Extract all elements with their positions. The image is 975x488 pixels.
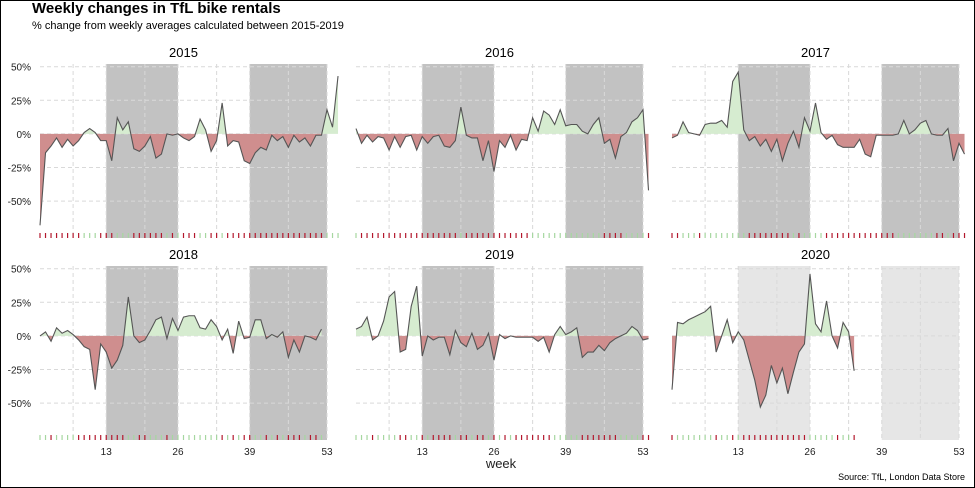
area-negative	[427, 335, 455, 355]
area-positive	[83, 128, 97, 134]
area-positive	[167, 315, 221, 336]
area-positive	[123, 296, 134, 336]
x-tick-label: 53	[637, 447, 649, 458]
area-negative	[822, 133, 899, 157]
area-negative	[283, 335, 305, 358]
area-positive	[700, 72, 746, 134]
area-negative	[206, 133, 218, 152]
y-tick-label: 0%	[17, 130, 32, 141]
facet-label: 2019	[485, 247, 514, 262]
chart-subtitle: % change from weekly averages calculated…	[32, 20, 344, 32]
area-positive	[676, 306, 715, 336]
series-line	[355, 106, 650, 191]
area-positive	[805, 274, 833, 336]
facet-label: 2016	[485, 45, 514, 60]
y-tick-label: -25%	[8, 366, 31, 377]
facet-2017: 2017	[671, 45, 966, 238]
area-positive	[554, 326, 579, 336]
series-line	[39, 296, 322, 390]
area-positive	[378, 291, 399, 336]
area-negative	[226, 133, 322, 164]
y-tick-label: 50%	[11, 265, 31, 276]
area-negative	[578, 335, 621, 358]
y-tick-label: 50%	[11, 63, 31, 74]
shaded-period-1	[106, 64, 178, 238]
area-positive	[624, 109, 645, 134]
x-tick-label: 13	[417, 447, 429, 458]
area-positive	[195, 119, 207, 134]
y-tick-label: -50%	[8, 197, 31, 208]
facet-2015: 2015 50% 25% 0% -25% -50%	[8, 45, 339, 238]
area-positive	[721, 319, 732, 336]
area-negative	[398, 335, 408, 353]
area-positive	[236, 321, 244, 336]
area-positive	[898, 120, 932, 134]
area-positive	[801, 102, 823, 134]
chart-caption: Source: TfL, London Data Store	[838, 472, 965, 482]
area-positive	[147, 317, 167, 336]
x-tick-label: 39	[560, 447, 572, 458]
x-axis-title: week	[485, 456, 517, 471]
x-tick-label: 39	[876, 447, 888, 458]
chart-title: Weekly changes in TfL bike rentals	[32, 0, 281, 17]
x-tick-label: 26	[804, 447, 816, 458]
area-negative	[130, 133, 167, 159]
area-negative	[74, 335, 124, 390]
facet-label: 2020	[801, 247, 830, 262]
area-positive	[528, 109, 603, 134]
x-tick-label: 13	[733, 447, 745, 458]
area-negative	[133, 335, 148, 343]
area-negative	[489, 335, 500, 361]
x-tick-label: 26	[488, 447, 500, 458]
x-tick-label: 53	[321, 447, 333, 458]
area-positive	[321, 76, 339, 134]
area-negative	[229, 335, 237, 354]
series-line	[39, 76, 339, 226]
x-tick-label: 39	[244, 447, 256, 458]
area-negative	[794, 133, 802, 148]
area-negative	[510, 335, 555, 353]
series-line	[355, 286, 649, 361]
area-negative	[40, 133, 84, 226]
y-tick-label: 0%	[17, 332, 32, 343]
area-negative	[602, 133, 625, 159]
series-line	[671, 274, 855, 409]
area-positive	[217, 102, 227, 134]
x-tick-label: 53	[953, 447, 965, 458]
facet-2020: 2020 13 26 39 53	[671, 247, 965, 458]
y-tick-label: -25%	[8, 164, 31, 175]
facet-label: 2015	[169, 45, 198, 60]
shaded-period-1	[738, 64, 810, 238]
area-positive	[456, 107, 467, 134]
facet-label: 2018	[169, 247, 198, 262]
facet-2019: 2019 13 26 39 53	[355, 247, 650, 458]
facet-2016: 2016	[355, 45, 650, 238]
facet-2018: 2018 50% 25% 0% -25% -50% 13 26 39 53	[8, 247, 333, 458]
facet-label: 2017	[801, 45, 830, 60]
shaded-period-1	[422, 266, 494, 440]
y-tick-label: 25%	[11, 298, 31, 309]
series-line	[671, 70, 966, 163]
x-tick-label: 26	[172, 447, 184, 458]
area-negative	[457, 335, 471, 347]
area-negative	[466, 133, 529, 172]
y-tick-label: 25%	[11, 96, 31, 107]
y-tick-label: -50%	[8, 399, 31, 410]
x-tick-label: 13	[101, 447, 113, 458]
